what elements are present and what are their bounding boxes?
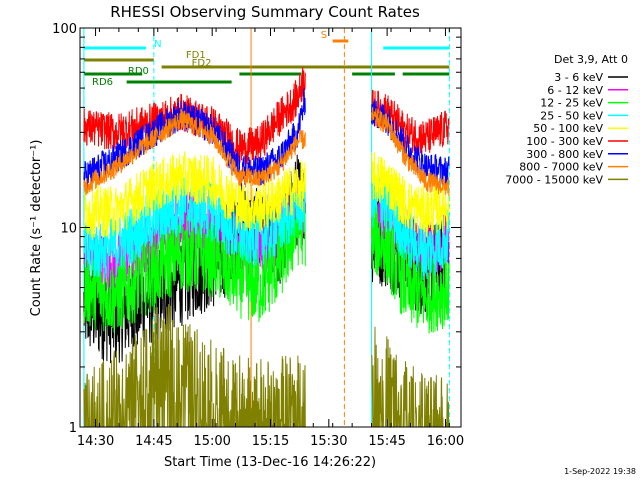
series-line-5-0 xyxy=(83,66,306,167)
y-tick-label-1: 10 xyxy=(60,222,77,237)
x-tick-label-1: 14:45 xyxy=(135,434,172,449)
legend-label-1: 6 - 12 keV xyxy=(547,84,603,97)
series-line-7-0 xyxy=(83,108,306,196)
y-axis: 1 10 100 xyxy=(52,22,461,436)
y-tick-label-2: 100 xyxy=(52,22,77,37)
x-tick-label-3: 15:15 xyxy=(252,434,289,449)
state-bar-label-5: RD0 xyxy=(128,66,149,77)
series-line-4-0 xyxy=(83,151,306,238)
series-line-7-1 xyxy=(371,106,450,197)
x-tick-label-4: 15:30 xyxy=(310,434,347,449)
x-tick-label-0: 14:30 xyxy=(77,434,114,449)
x-tick-label-6: 16:00 xyxy=(427,434,464,449)
legend-label-8: 7000 - 15000 keV xyxy=(505,173,603,186)
series-line-2-0 xyxy=(83,191,306,333)
series-lines xyxy=(83,66,450,429)
footer-timestamp: 1-Sep-2022 19:38 xyxy=(564,467,636,476)
x-tick-label-5: 15:45 xyxy=(368,434,405,449)
legend-label-5: 100 - 300 keV xyxy=(526,135,603,148)
y-axis-label: Count Rate (s⁻¹ detector⁻¹) xyxy=(29,140,44,317)
legend-label-3: 25 - 50 keV xyxy=(540,109,603,122)
series-line-2-1 xyxy=(371,201,450,334)
legend-label-7: 800 - 7000 keV xyxy=(519,161,603,174)
x-axis: 14:30 14:45 15:00 15:15 15:30 15:45 16:00 xyxy=(77,28,464,449)
x-tick-label-2: 15:00 xyxy=(193,434,230,449)
legend-label-0: 3 - 6 keV xyxy=(554,71,603,84)
legend-label-6: 300 - 800 keV xyxy=(526,148,603,161)
legend-title: Det 3,9, Att 0 xyxy=(554,53,628,66)
series-line-8-0 xyxy=(83,304,306,429)
state-bar-label-3: FD1 xyxy=(186,50,206,61)
state-bar-label-1: N xyxy=(154,39,161,50)
series-line-5-1 xyxy=(371,89,450,155)
state-bar-label-6: RD6 xyxy=(92,77,113,88)
chart-title: RHESSI Observing Summary Count Rates xyxy=(110,3,420,21)
y-tick-label-0: 1 xyxy=(69,421,77,436)
series-line-6-1 xyxy=(371,98,450,187)
state-bar-label-0: S xyxy=(321,30,327,41)
state-bar-label-4: FD2 xyxy=(192,58,212,69)
legend-label-2: 12 - 25 keV xyxy=(540,97,603,110)
legend-label-4: 50 - 100 keV xyxy=(533,122,603,135)
x-axis-label: Start Time (13-Dec-16 14:26:22) xyxy=(164,455,376,470)
series-line-4-1 xyxy=(371,152,450,238)
